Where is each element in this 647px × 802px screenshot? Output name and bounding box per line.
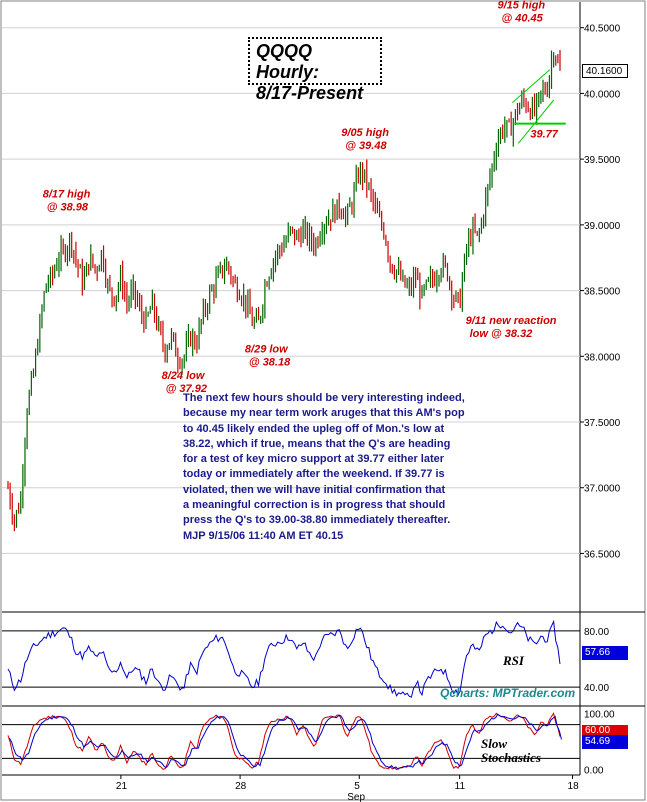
support-level-label: 39.77 [530,129,558,141]
stochastics-label: Slow Stochastics [481,736,541,765]
stochastics-panel: 100.00 0.00 [2,709,615,777]
rsi-line [7,619,561,698]
analysis-commentary: The next few hours should be very intere… [183,392,465,542]
stoch-d-last-tag: 54.69 [582,735,628,749]
stoch-tick-label: 0.00 [584,766,604,777]
x-tick-label: 5 [354,781,360,792]
key-point-label: 9/05 high [341,127,389,139]
price-tick-label: 39.5000 [584,155,621,166]
price-gridlines [2,27,580,554]
chart-subtitle: 8/17-Present [256,83,364,103]
key-point-label: 9/15 high [497,0,545,11]
price-tick-label: 39.0000 [584,221,621,232]
x-axis-month-label: Sep [347,792,365,802]
key-point-label: 9/11 new reaction [466,315,557,327]
chart-title-box: QQQQ Hourly: 8/17-Present [248,37,382,103]
key-point-value: @ 39.48 [345,140,387,152]
stoch-k-last-tag: 60.00 [582,725,628,736]
stoch-k-line [7,712,561,771]
key-point-label: 8/17 high [43,188,91,200]
key-point-label: 8/29 low [245,344,289,356]
x-tick-label: 21 [116,781,128,792]
rsi-tick-label: 80.00 [584,627,609,638]
chart-title: QQQQ Hourly: [256,41,319,82]
last-price-tag: 40.1600 [582,64,628,78]
key-point-value: @ 38.18 [249,357,291,369]
price-tick-label: 40.5000 [584,24,621,35]
price-tick-label: 37.0000 [584,484,621,495]
x-tick-label: 28 [235,781,247,792]
rsi-last-value-tag: 57.66 [582,646,628,660]
channel-lower-line [517,99,555,144]
key-point-label: 8/24 low [162,370,206,382]
price-series [7,49,561,532]
key-point-value: @ 38.98 [47,201,89,213]
rsi-tick-label: 40.00 [584,683,609,694]
price-annotations: 8/17 high@ 38.988/24 low@ 37.928/29 low@… [43,0,566,395]
key-point-value: @ 37.92 [166,383,207,395]
price-tick-label: 38.0000 [584,352,621,363]
key-point-value: @ 40.45 [501,12,543,24]
rsi-panel: 80.00 40.00 [2,619,609,698]
data-source-credit: Qcharts: MPTrader.com [440,686,576,700]
price-tick-label: 36.5000 [584,549,621,560]
price-tick-label: 37.5000 [584,418,621,429]
rsi-label: RSI [503,653,524,668]
x-axis: 21 28 5 11 18 Sep [116,775,579,802]
stoch-d-line [9,713,562,770]
x-tick-label: 18 [568,781,580,792]
x-tick-label: 11 [455,781,466,792]
key-point-value: low @ 38.32 [470,328,533,340]
stoch-tick-label: 100.00 [584,709,615,720]
price-y-axis: 40.5000 40.0000 39.5000 39.0000 38.5000 38.00… [580,24,621,560]
channel-upper-line [512,69,551,104]
price-tick-label: 40.0000 [584,89,621,100]
price-tick-label: 38.5000 [584,287,621,298]
